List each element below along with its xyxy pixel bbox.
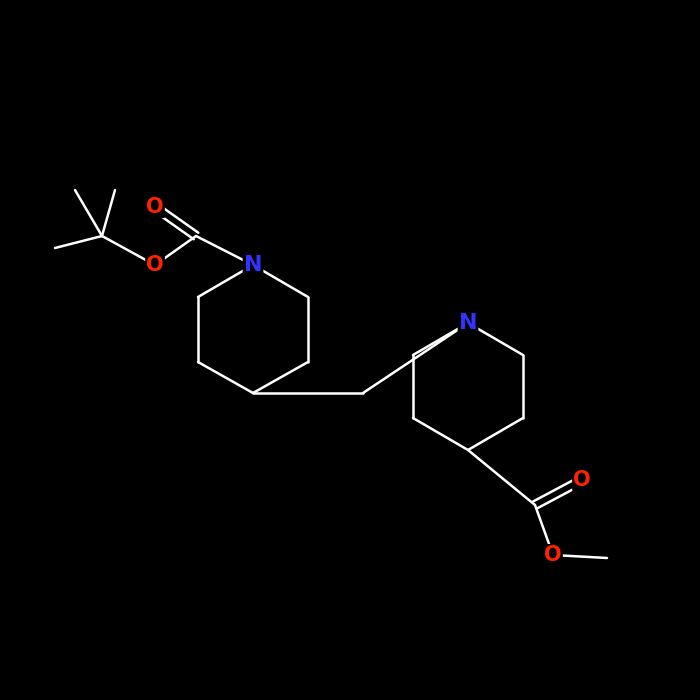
Text: N: N — [244, 255, 262, 275]
Text: O: O — [146, 255, 164, 275]
Text: O: O — [146, 197, 164, 217]
Text: O: O — [573, 470, 591, 490]
Text: O: O — [544, 545, 562, 565]
Text: N: N — [458, 313, 477, 333]
